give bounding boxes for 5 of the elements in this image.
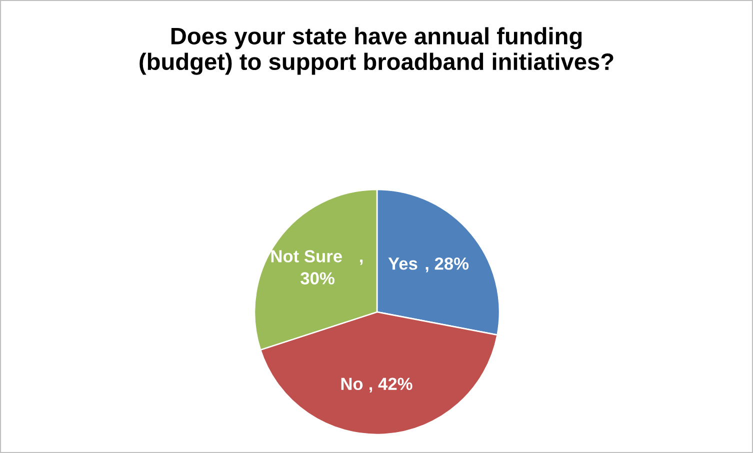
chart-title: Does your state have annual funding (budget) to support broadband initiatives? bbox=[140, 27, 614, 75]
slice-label: No bbox=[341, 378, 363, 390]
data-label: , 42% bbox=[370, 378, 412, 393]
slice-label: Yes bbox=[388, 258, 418, 270]
data-label: , 28% bbox=[426, 257, 469, 272]
